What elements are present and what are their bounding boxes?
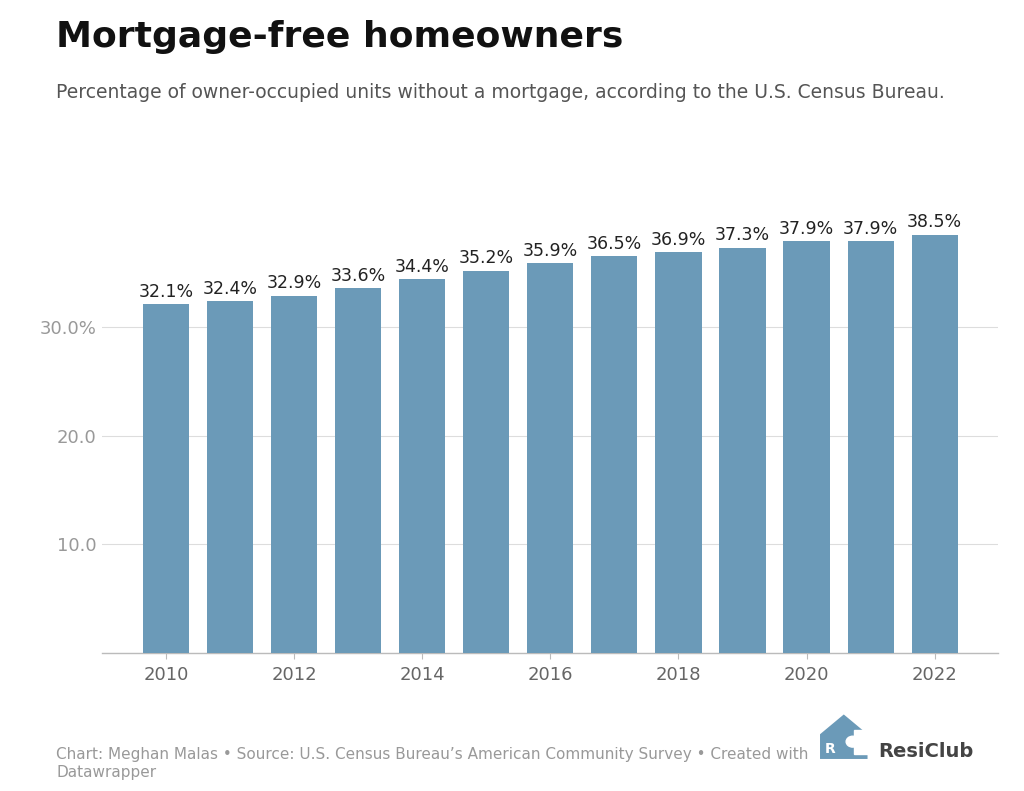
Text: Percentage of owner-occupied units without a mortgage, according to the U.S. Cen: Percentage of owner-occupied units witho…: [56, 83, 945, 102]
Text: 38.5%: 38.5%: [907, 214, 963, 232]
Text: 32.9%: 32.9%: [266, 274, 322, 292]
Bar: [207, 301, 253, 653]
Bar: [143, 305, 189, 653]
Text: 36.5%: 36.5%: [587, 235, 642, 253]
Text: 33.6%: 33.6%: [331, 267, 386, 285]
Bar: [720, 248, 766, 653]
Text: Chart: Meghan Malas • Source: U.S. Census Bureau’s American Community Survey • C: Chart: Meghan Malas • Source: U.S. Censu…: [56, 747, 809, 780]
Bar: [335, 288, 381, 653]
Bar: [848, 241, 894, 653]
Bar: [527, 263, 573, 653]
Bar: [783, 241, 829, 653]
Text: ResiClub: ResiClub: [879, 742, 974, 761]
Bar: [463, 271, 509, 653]
Circle shape: [840, 731, 865, 752]
Text: 32.4%: 32.4%: [203, 280, 258, 297]
Bar: [592, 256, 638, 653]
Bar: [854, 730, 870, 754]
Polygon shape: [820, 714, 867, 759]
Circle shape: [846, 736, 859, 747]
Text: 37.3%: 37.3%: [715, 226, 770, 244]
Text: 35.2%: 35.2%: [459, 249, 514, 267]
Bar: [399, 279, 445, 653]
Bar: [271, 296, 317, 653]
Text: 35.9%: 35.9%: [523, 242, 578, 259]
Text: 32.1%: 32.1%: [138, 283, 194, 301]
Text: 36.9%: 36.9%: [651, 231, 707, 249]
Bar: [655, 252, 701, 653]
Bar: [911, 235, 957, 653]
Text: 34.4%: 34.4%: [395, 258, 450, 276]
Text: R: R: [824, 743, 836, 756]
Text: 37.9%: 37.9%: [779, 220, 835, 238]
Text: 37.9%: 37.9%: [843, 220, 898, 238]
Text: Mortgage-free homeowners: Mortgage-free homeowners: [56, 20, 624, 54]
